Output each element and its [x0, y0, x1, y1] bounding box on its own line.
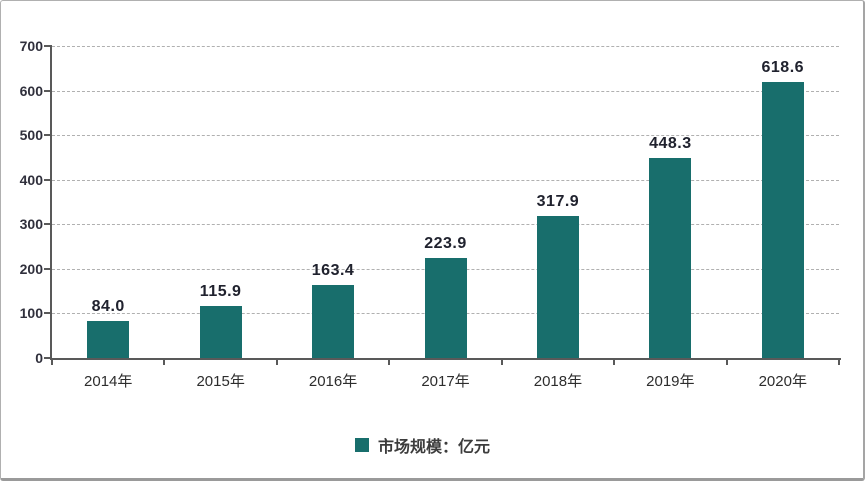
- x-tick-mark: [725, 360, 728, 365]
- x-category-label: 2017年: [421, 373, 470, 390]
- x-category-label: 2014年: [84, 373, 133, 390]
- legend: 市场规模：亿元: [355, 433, 490, 457]
- bar: [424, 258, 467, 358]
- bar-value-label: 163.4: [311, 262, 355, 280]
- x-category-label: 2016年: [308, 373, 358, 390]
- plot-area: 84.0 115.9 163.4 223.9 317.9 448.3 618.6: [52, 46, 839, 358]
- bar: [312, 285, 355, 358]
- y-tick-label: 500: [19, 127, 43, 144]
- x-tick-mark: [275, 360, 278, 365]
- x-tick-mark: [163, 360, 166, 365]
- x-tick-mark: [51, 360, 53, 365]
- x-axis-line: [50, 358, 841, 360]
- y-tick-mark: [44, 178, 52, 181]
- legend-swatch-icon: [355, 438, 369, 452]
- gridline: [52, 135, 839, 137]
- bar: [199, 306, 242, 358]
- x-tick-mark: [613, 360, 616, 365]
- y-tick-mark: [44, 89, 52, 92]
- y-tick-label: 300: [19, 216, 43, 233]
- bar-value-label: 84.0: [91, 297, 125, 315]
- gridline: [52, 224, 839, 226]
- x-category-label: 2015年: [196, 373, 245, 390]
- y-axis-line: [50, 45, 52, 360]
- x-category-label: 2018年: [533, 373, 583, 390]
- bar-value-label: 448.3: [649, 135, 692, 153]
- bar-value-label: 618.6: [761, 59, 805, 77]
- y-tick-label: 100: [19, 305, 43, 322]
- gridline: [52, 46, 839, 47]
- gridline: [52, 179, 839, 181]
- bar-value-label: 317.9: [536, 193, 580, 211]
- y-tick-mark: [44, 223, 52, 226]
- y-tick-mark: [44, 134, 52, 137]
- bar-value-label: 115.9: [199, 283, 242, 301]
- x-tick-mark: [838, 360, 840, 365]
- y-tick-label: 600: [19, 82, 43, 99]
- x-tick-mark: [388, 360, 391, 365]
- bar: [649, 158, 692, 358]
- bar: [87, 320, 130, 358]
- y-tick-mark: [44, 312, 52, 315]
- y-tick-label: 400: [19, 171, 43, 188]
- legend-label: 市场规模：亿元: [378, 439, 491, 456]
- y-tick-mark: [44, 45, 52, 47]
- y-tick-label: 0: [35, 350, 43, 366]
- x-category-label: 2020年: [758, 373, 807, 390]
- x-category-label: 2019年: [646, 373, 695, 390]
- x-tick-mark: [500, 360, 503, 365]
- bar: [761, 82, 804, 358]
- y-tick-mark: [44, 357, 52, 359]
- y-tick-label: 200: [19, 260, 43, 277]
- y-tick-label: 700: [19, 38, 43, 54]
- bar: [536, 216, 579, 358]
- gridline: [52, 90, 839, 92]
- y-tick-mark: [44, 267, 52, 270]
- bar-value-label: 223.9: [424, 235, 467, 253]
